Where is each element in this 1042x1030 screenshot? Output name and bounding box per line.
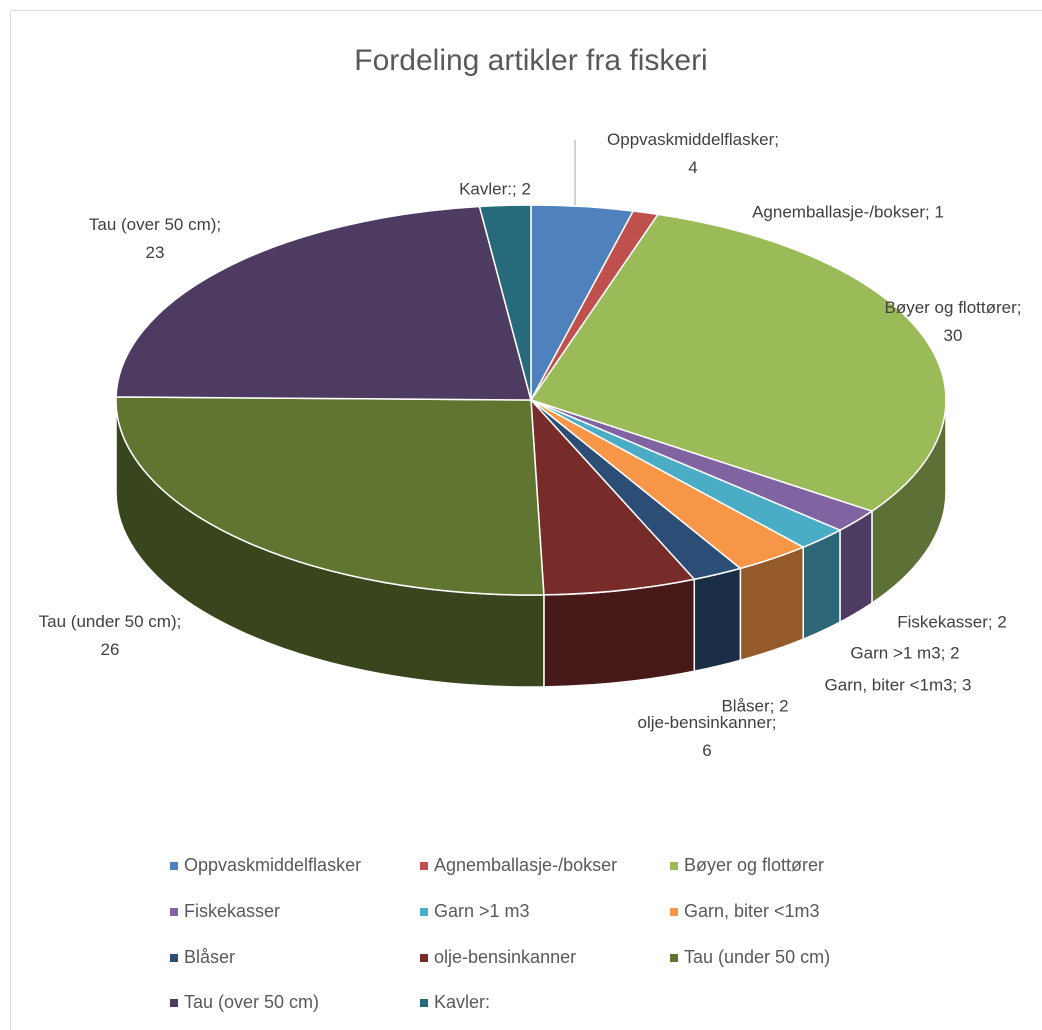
data-label-line: 26: [101, 640, 120, 659]
data-label-line: 6: [702, 741, 711, 760]
legend-label: Garn >1 m3: [434, 901, 530, 921]
legend-label: Garn, biter <1m3: [684, 901, 820, 921]
slice: [115, 396, 545, 596]
slice: [115, 205, 532, 401]
data-label: Kavler:; 2: [459, 179, 531, 198]
data-label: Garn, biter <1m3; 3: [825, 675, 972, 694]
data-label-line: olje-bensinkanner;: [638, 713, 777, 732]
slice-side: [543, 578, 696, 688]
data-label: Blåser; 2: [721, 696, 788, 715]
slice-side: [693, 567, 742, 673]
legend-swatch: [420, 908, 428, 916]
data-label-line: 23: [146, 243, 165, 262]
legend-label: olje-bensinkanner: [434, 947, 576, 967]
data-label: Tau (under 50 cm); 26: [39, 612, 182, 659]
data-label-line: Tau (under 50 cm);: [39, 612, 182, 631]
legend-label: Bøyer og flottører: [684, 855, 824, 875]
data-label-line: Oppvaskmiddelflasker;: [607, 130, 779, 149]
legend-swatch: [670, 954, 678, 962]
data-label: olje-bensinkanner; 6: [638, 713, 777, 760]
data-label-line: 4: [688, 158, 697, 177]
legend-label: Oppvaskmiddelflasker: [184, 855, 361, 875]
legend-label: Tau (over 50 cm): [184, 992, 319, 1012]
legend-swatch: [170, 954, 178, 962]
legend-label: Agnemballasje-/bokser: [434, 855, 617, 875]
legend-label: Blåser: [184, 947, 235, 967]
data-label-line: Tau (over 50 cm);: [89, 215, 221, 234]
legend-swatch: [170, 862, 178, 870]
legend-swatch: [170, 908, 178, 916]
legend-swatch: [420, 862, 428, 870]
slice: [530, 397, 696, 596]
legend-swatch: [670, 862, 678, 870]
legend-swatch: [670, 908, 678, 916]
slice: [478, 204, 532, 401]
legend-label: Tau (under 50 cm): [684, 947, 830, 967]
legend-swatch: [420, 999, 428, 1007]
legend-swatch: [170, 999, 178, 1007]
data-label: Bøyer og flottører; 30: [885, 298, 1022, 345]
data-label: Oppvaskmiddelflasker; 4: [607, 130, 779, 177]
slice: [529, 213, 947, 512]
chart-title: Fordeling artikler fra fiskeri: [354, 44, 707, 77]
data-label-line: 30: [944, 326, 963, 345]
data-label: Fiskekasser; 2: [897, 612, 1007, 631]
data-label: Garn >1 m3; 2: [850, 643, 959, 662]
legend-label: Kavler:: [434, 992, 490, 1012]
legend-swatch: [420, 954, 428, 962]
data-label-line: Bøyer og flottører;: [885, 298, 1022, 317]
slice-side: [802, 528, 841, 641]
data-label: Tau (over 50 cm); 23: [89, 215, 221, 262]
legend-label: Fiskekasser: [184, 901, 280, 921]
data-label: Agnemballasje-/bokser; 1: [752, 202, 944, 221]
